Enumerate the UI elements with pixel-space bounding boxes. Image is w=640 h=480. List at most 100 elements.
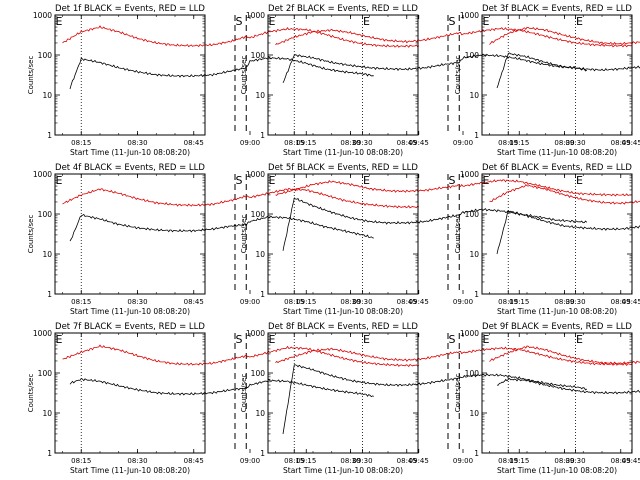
x-tick-label: 08:15 bbox=[284, 139, 304, 147]
plot-frame bbox=[267, 14, 419, 136]
panel-det-6: Det 6f BLACK = Events, RED = LLD 1 10 100 10… bbox=[454, 163, 640, 316]
marker-label: S bbox=[449, 15, 456, 28]
x-tick-label: 09:30 bbox=[352, 457, 372, 465]
panel-det-3: Det 3f BLACK = Events, RED = LLD 1 10 100 10… bbox=[454, 4, 640, 157]
y-tick-label: 1 bbox=[47, 131, 52, 140]
y-tick-label: 1000 bbox=[33, 170, 52, 179]
panel-det-8: Det 8f BLACK = Events, RED = LLD 1 10 100 10… bbox=[240, 322, 640, 475]
series-line-events bbox=[69, 213, 374, 242]
x-tick-label: 09:30 bbox=[565, 139, 585, 147]
series-line-lld bbox=[62, 25, 420, 48]
panel-det-1: Det 1f BLACK = Events, RED = LLD11010010… bbox=[27, 4, 429, 157]
plot-frame bbox=[481, 173, 633, 295]
y-tick-label: 1 bbox=[474, 131, 479, 140]
x-axis-label: Start Time (11-Jun-10 08:08:20) bbox=[70, 148, 190, 157]
y-tick-label: 10 bbox=[42, 409, 52, 418]
x-tick-label: 08:30 bbox=[340, 298, 360, 306]
y-tick-label: 10 bbox=[255, 250, 265, 259]
panel-det-9: Det 9f BLACK = Events, RED = LLD 1 10 100 10… bbox=[454, 322, 640, 475]
x-tick-label: 08:30 bbox=[554, 139, 574, 147]
x-axis-label: Start Time (11-Jun-10 08:08:20) bbox=[283, 466, 403, 475]
x-tick-label: 09:00 bbox=[240, 139, 260, 147]
y-axis-label: Counts/sec bbox=[27, 374, 35, 413]
x-tick-label: 09:30 bbox=[352, 298, 372, 306]
plot-frame bbox=[481, 14, 633, 136]
panel-title: Det 8f BLACK = Events, RED = LLD bbox=[268, 322, 418, 332]
marker-label: E bbox=[56, 174, 63, 187]
x-tick-label: 09:45 bbox=[622, 457, 640, 465]
x-tick-label: 08:30 bbox=[340, 139, 360, 147]
x-tick-label: 09:45 bbox=[409, 457, 429, 465]
y-axis-label: Counts/sec bbox=[240, 215, 248, 254]
marker-label: E bbox=[483, 174, 490, 187]
x-tick-label: 09:15 bbox=[296, 139, 316, 147]
series-line-events bbox=[69, 56, 374, 90]
x-tick-label: 08:30 bbox=[340, 457, 360, 465]
y-axis-label: Counts/sec bbox=[240, 56, 248, 95]
plot-frame bbox=[54, 173, 206, 295]
y-tick-label: 1 bbox=[260, 290, 265, 299]
x-tick-label: 08:15 bbox=[71, 457, 91, 465]
x-tick-label: 09:15 bbox=[509, 457, 529, 465]
marker-label: S bbox=[236, 174, 243, 187]
x-tick-label: 08:45 bbox=[397, 457, 417, 465]
series-line-events bbox=[282, 197, 588, 251]
y-axis-label: Counts/sec bbox=[27, 56, 35, 95]
plot-frame bbox=[267, 173, 419, 295]
y-tick-label: 10 bbox=[255, 91, 265, 100]
y-tick-label: 100 bbox=[38, 369, 53, 378]
x-axis-label: Start Time (11-Jun-10 08:08:20) bbox=[497, 307, 617, 316]
marker-label: E bbox=[576, 174, 583, 187]
plot-frame bbox=[481, 332, 633, 454]
y-tick-label: 100 bbox=[251, 369, 266, 378]
x-axis-label: Start Time (11-Jun-10 08:08:20) bbox=[497, 466, 617, 475]
x-tick-label: 08:30 bbox=[554, 457, 574, 465]
x-tick-label: 08:15 bbox=[498, 457, 518, 465]
series-line-lld bbox=[62, 344, 419, 368]
x-tick-label: 09:45 bbox=[622, 298, 640, 306]
y-tick-label: 1 bbox=[47, 290, 52, 299]
plot-frame bbox=[54, 332, 206, 454]
y-tick-label: 100 bbox=[465, 210, 480, 219]
y-tick-label: 1 bbox=[260, 449, 265, 458]
marker-label: E bbox=[363, 333, 370, 346]
y-tick-label: 100 bbox=[465, 369, 480, 378]
x-tick-label: 09:30 bbox=[352, 139, 372, 147]
x-tick-label: 08:45 bbox=[397, 139, 417, 147]
x-tick-label: 08:15 bbox=[498, 139, 518, 147]
y-axis-label: Counts/sec bbox=[27, 215, 35, 254]
x-tick-label: 09:00 bbox=[453, 457, 473, 465]
series-line-lld bbox=[275, 346, 632, 367]
x-tick-label: 08:30 bbox=[554, 298, 574, 306]
panel-det-2: Det 2f BLACK = Events, RED = LLD11010010… bbox=[240, 4, 640, 157]
y-tick-label: 100 bbox=[251, 51, 266, 60]
plot-frame bbox=[54, 14, 206, 136]
y-tick-label: 1000 bbox=[460, 170, 479, 179]
x-tick-label: 08:45 bbox=[611, 298, 631, 306]
y-tick-label: 10 bbox=[469, 250, 479, 259]
x-axis-label: Start Time (11-Jun-10 08:08:20) bbox=[283, 148, 403, 157]
x-tick-label: 08:45 bbox=[397, 298, 417, 306]
x-tick-label: 09:15 bbox=[296, 298, 316, 306]
x-tick-label: 09:45 bbox=[622, 139, 640, 147]
x-tick-label: 08:15 bbox=[284, 457, 304, 465]
y-tick-label: 100 bbox=[38, 210, 53, 219]
x-tick-label: 08:45 bbox=[184, 298, 204, 306]
series-line-lld bbox=[489, 26, 640, 46]
series-line-events bbox=[282, 364, 588, 435]
panel-title: Det 4f BLACK = Events, RED = LLD bbox=[55, 163, 205, 173]
x-tick-label: 09:15 bbox=[296, 457, 316, 465]
y-tick-label: 10 bbox=[469, 409, 479, 418]
marker-label: E bbox=[269, 333, 276, 346]
panel-det-4: Det 4f BLACK = Events, RED = LLD11010010… bbox=[27, 163, 429, 316]
x-tick-label: 09:15 bbox=[509, 139, 529, 147]
series-line-lld bbox=[275, 179, 632, 197]
marker-label: S bbox=[236, 333, 243, 346]
y-tick-label: 100 bbox=[38, 51, 53, 60]
marker-label: E bbox=[363, 174, 370, 187]
y-tick-label: 10 bbox=[469, 91, 479, 100]
series-line-events bbox=[496, 209, 640, 254]
x-tick-label: 09:30 bbox=[565, 298, 585, 306]
x-tick-label: 08:30 bbox=[127, 457, 147, 465]
